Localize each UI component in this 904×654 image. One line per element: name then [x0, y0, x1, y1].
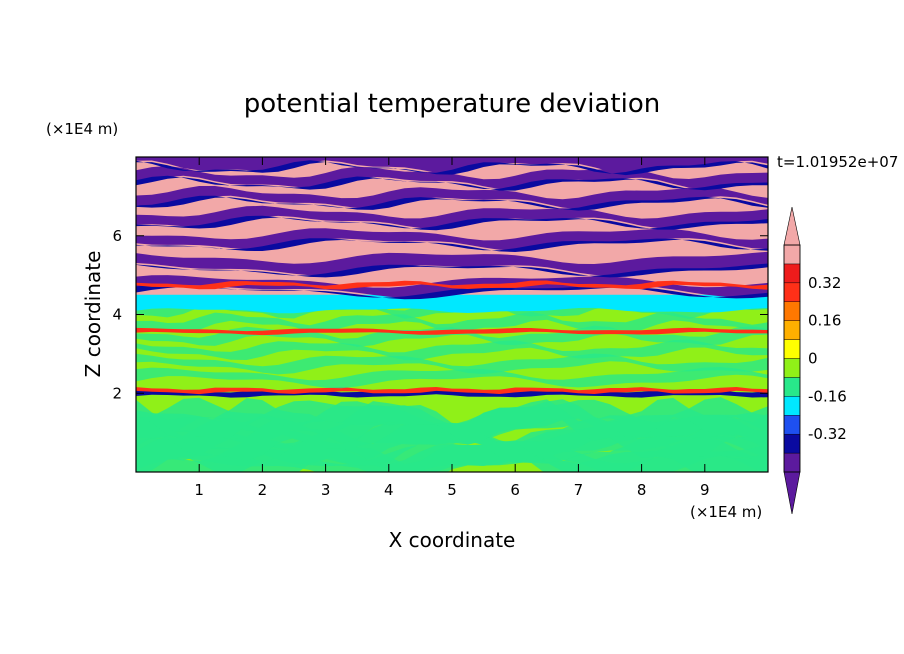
x-axis-title: X coordinate [389, 528, 516, 552]
colorbar-extend-high [783, 206, 801, 246]
field-patch-low [136, 436, 768, 472]
colorbar-label: 0 [808, 350, 818, 368]
y-axis: 2 4 6 [112, 227, 768, 402]
colorbar-label: -0.32 [808, 425, 847, 443]
field-patch-mid [136, 339, 768, 361]
x-tick-label: 8 [637, 481, 647, 499]
y-axis-title: Z coordinate [81, 251, 105, 378]
colorbar: -0.32 -0.16 0 0.16 0.32 [783, 206, 847, 515]
x-axis-unit: (×1E4 m) [690, 503, 762, 521]
x-tick-label: 1 [194, 481, 204, 499]
field-upper-low [136, 205, 768, 229]
field-patch-low [136, 397, 768, 445]
colorbar-swatch [783, 301, 801, 321]
colorbar-swatch [783, 415, 801, 435]
field-patch-mid [136, 311, 768, 333]
field-upper-low [136, 157, 768, 174]
field-patch-mid [136, 367, 768, 389]
field-layer-z2-high [136, 387, 768, 395]
colorbar-label: -0.16 [808, 387, 847, 405]
y-axis-unit: (×1E4 m) [46, 120, 118, 138]
field-patch-low [136, 399, 768, 445]
field-upper-red [136, 280, 768, 290]
colorbar-swatch [783, 244, 801, 265]
x-tick-label: 5 [447, 481, 457, 499]
colorbar-swatch [783, 358, 801, 378]
x-tick-label: 9 [700, 481, 710, 499]
colorbar-swatch [783, 282, 801, 302]
x-tick-label: 4 [384, 481, 394, 499]
field-layer-z35 [136, 327, 768, 336]
field-upper-edge [136, 263, 768, 278]
field-upper-edge [136, 238, 768, 252]
colorbar-swatch [783, 452, 801, 473]
y-tick-label: 2 [112, 384, 122, 402]
x-tick-label: 6 [510, 481, 520, 499]
x-tick-label: 7 [574, 481, 584, 499]
colorbar-swatch [783, 377, 801, 397]
y-tick-label: 6 [112, 227, 122, 245]
field-upper-edge [136, 285, 768, 300]
field-upper-edge [136, 215, 768, 231]
colorbar-swatch [783, 396, 801, 416]
time-stamp: t=1.01952e+07 [777, 153, 898, 171]
contour-field [136, 157, 768, 472]
colorbar-label: 0.32 [808, 274, 841, 292]
colorbar-swatch [783, 320, 801, 340]
colorbar-extend-low [783, 471, 801, 515]
colorbar-label: 0.16 [808, 312, 841, 330]
x-tick-label: 2 [258, 481, 268, 499]
x-tick-label: 3 [321, 481, 331, 499]
x-axis: 1 2 3 4 5 6 7 8 9 [194, 157, 710, 499]
colorbar-swatch [783, 263, 801, 284]
field-upper-edge [136, 175, 768, 191]
field-patch-mid [136, 353, 768, 375]
colorbar-swatch [783, 433, 801, 454]
field-upper-edge [136, 160, 768, 176]
colorbar-swatch [783, 339, 801, 359]
field-upper-low [136, 251, 768, 276]
field-upper-low [136, 228, 768, 251]
field-upper-low [136, 166, 768, 189]
field-upper-edge [136, 195, 768, 211]
colorbar-frame [783, 244, 801, 473]
chart-title: potential temperature deviation [244, 89, 660, 119]
y-tick-label: 4 [112, 306, 122, 324]
